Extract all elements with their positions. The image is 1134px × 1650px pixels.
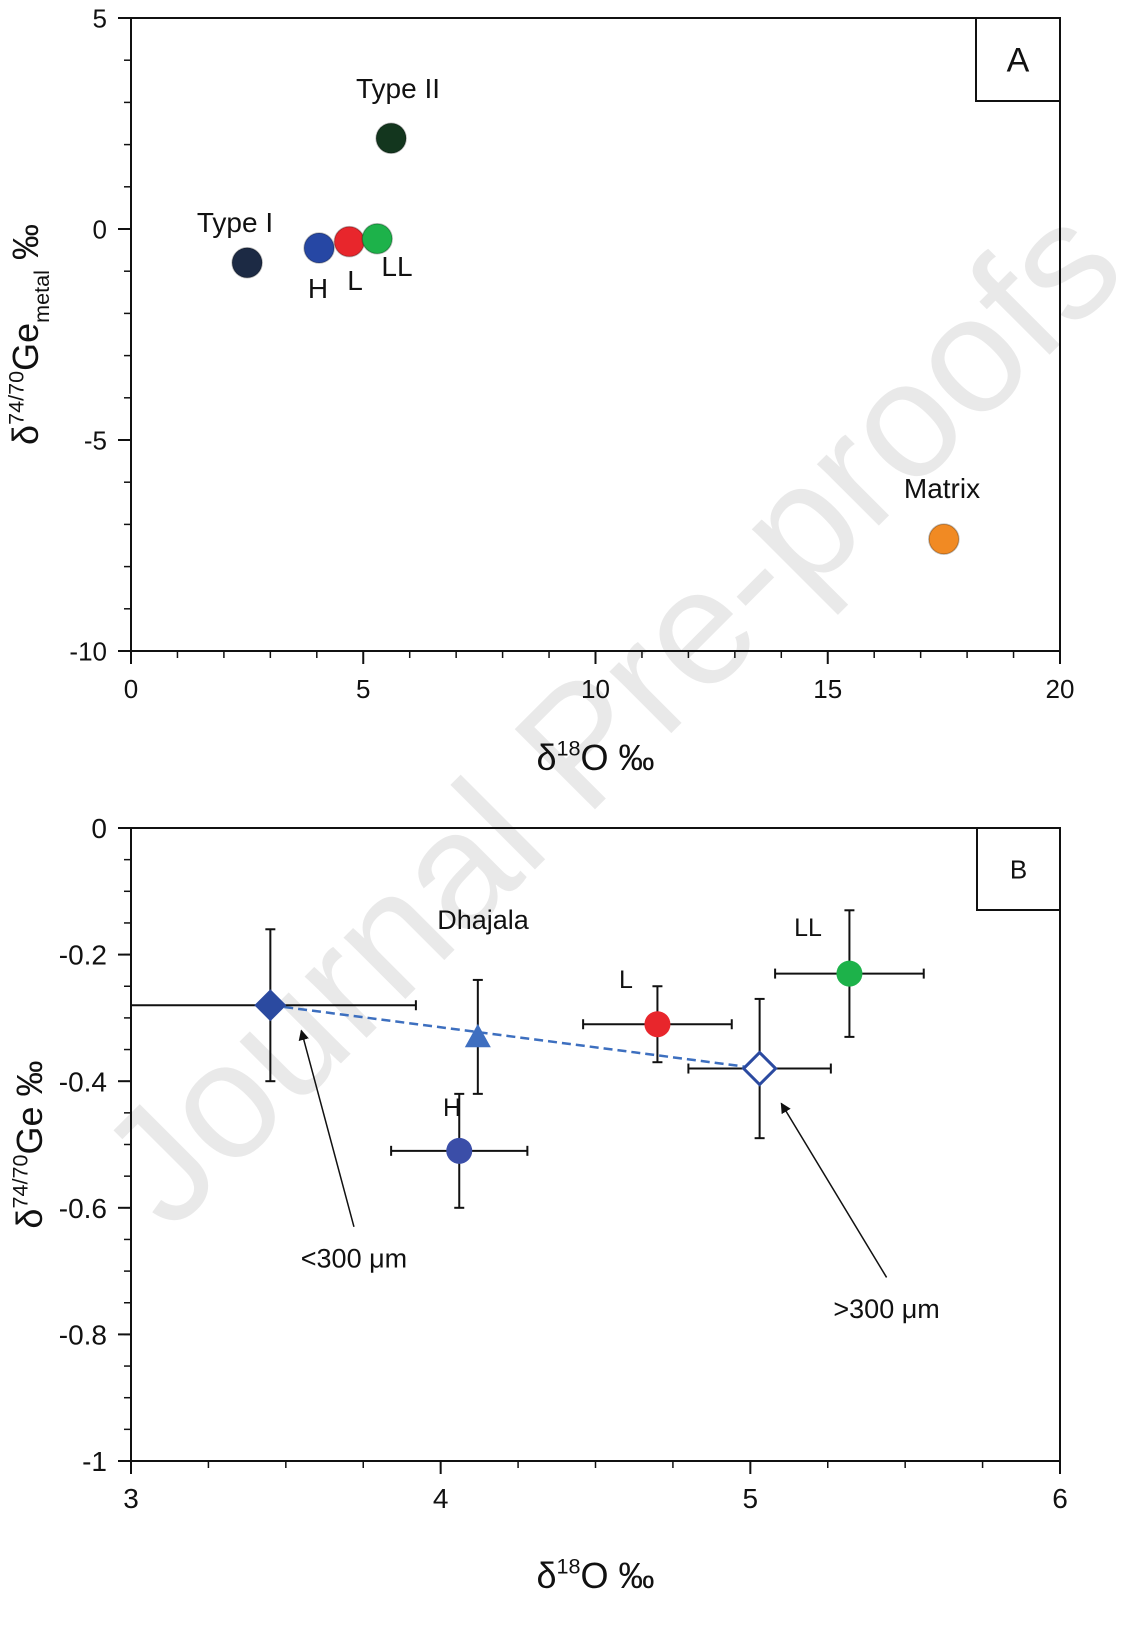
annotation-arrow (298, 1029, 355, 1227)
point-label: Type II (356, 73, 440, 104)
x-tick-label: 5 (356, 674, 370, 704)
marker-circle (303, 232, 335, 264)
point-label: Type I (197, 207, 273, 238)
x-axis-label: δ18O ‰ (536, 1554, 654, 1596)
group-label: Dhajala (437, 905, 530, 935)
y-tick-label: -0.8 (59, 1319, 107, 1350)
point-label: H (443, 1094, 461, 1122)
data-point-diamond (131, 928, 417, 1083)
chart-panel-b: 3 4 5 6 -1 -0.8 -0.6 -0.4 -0.2 0 δ18O ‰ δ74/70Ge ‰ B… (8, 813, 1068, 1596)
plot-frame (130, 17, 1061, 652)
annotation-arrow (780, 1102, 888, 1278)
point-label: LL (381, 251, 412, 282)
panel-label-box (975, 17, 1061, 102)
panel-label: B (1010, 854, 1027, 884)
y-tick-label: -0.2 (59, 940, 107, 971)
annotation-label: <300 μm (301, 1243, 407, 1273)
marker-diamond (254, 989, 287, 1022)
y-tick-label: 5 (93, 3, 107, 33)
plot-frame (130, 827, 1061, 1462)
data-point-ll: LL (774, 909, 925, 1038)
y-tick-label: -0.6 (59, 1193, 107, 1224)
x-tick-label: 15 (813, 674, 842, 704)
annotation-label: >300 μm (833, 1294, 939, 1324)
marker-circle (446, 1137, 473, 1164)
data-point-type-ii: Type II (356, 73, 440, 155)
data-point-type-i: Type I (197, 207, 273, 279)
x-axis-label: δ18O ‰ (536, 736, 654, 778)
marker-open-diamond (741, 1050, 778, 1087)
data-point-triangle (464, 978, 491, 1095)
data-point-l: L (582, 966, 733, 1064)
data-point-ll: LL (361, 222, 413, 282)
marker-circle (231, 247, 263, 279)
point-label: H (308, 273, 328, 304)
x-tick-label: 3 (123, 1483, 139, 1514)
y-axis-label: δ74/70Ge ‰ (8, 1060, 50, 1228)
y-tick-label: -0.4 (59, 1066, 107, 1097)
annotation: <300 μm (298, 1029, 407, 1273)
marker-triangle (464, 1023, 491, 1048)
y-tick-label: -1 (82, 1446, 107, 1477)
data-point-matrix: Matrix (904, 473, 980, 555)
point-label: LL (794, 914, 822, 942)
x-tick-label: 6 (1052, 1483, 1068, 1514)
marker-circle (928, 523, 960, 555)
marker-circle (375, 122, 407, 155)
y-axis-label: δ74/70Gemetal ‰ (4, 224, 54, 445)
panel-label-box (976, 827, 1061, 911)
annotation: >300 μm (780, 1102, 940, 1324)
data-point-h: H (303, 232, 335, 304)
chart-panel-a: 0 5 10 15 20 -10 -5 0 5 δ18O ‰ δ74/70Gemetal ‰ A Typ… (4, 3, 1075, 778)
data-point-h: H (390, 1092, 529, 1209)
marker-circle (361, 222, 393, 255)
x-tick-label: 20 (1046, 674, 1075, 704)
point-label: L (347, 265, 363, 296)
marker-circle (644, 1011, 671, 1038)
y-tick-label: -5 (84, 425, 107, 455)
data-point-l: L (333, 225, 366, 296)
point-label: L (619, 966, 633, 994)
y-tick-label: -10 (69, 636, 107, 666)
trend-line (270, 1004, 760, 1070)
y-tick-label: 0 (91, 813, 107, 844)
x-tick-label: 5 (743, 1483, 759, 1514)
point-label: Matrix (904, 473, 980, 504)
marker-circle (333, 225, 366, 258)
y-tick-label: 0 (93, 214, 107, 244)
data-point-open-diamond (687, 997, 832, 1140)
x-tick-label: 10 (581, 674, 610, 704)
marker-circle (836, 960, 863, 987)
panel-label: A (1007, 42, 1030, 80)
x-tick-label: 4 (433, 1483, 449, 1514)
x-tick-label: 0 (124, 674, 138, 704)
